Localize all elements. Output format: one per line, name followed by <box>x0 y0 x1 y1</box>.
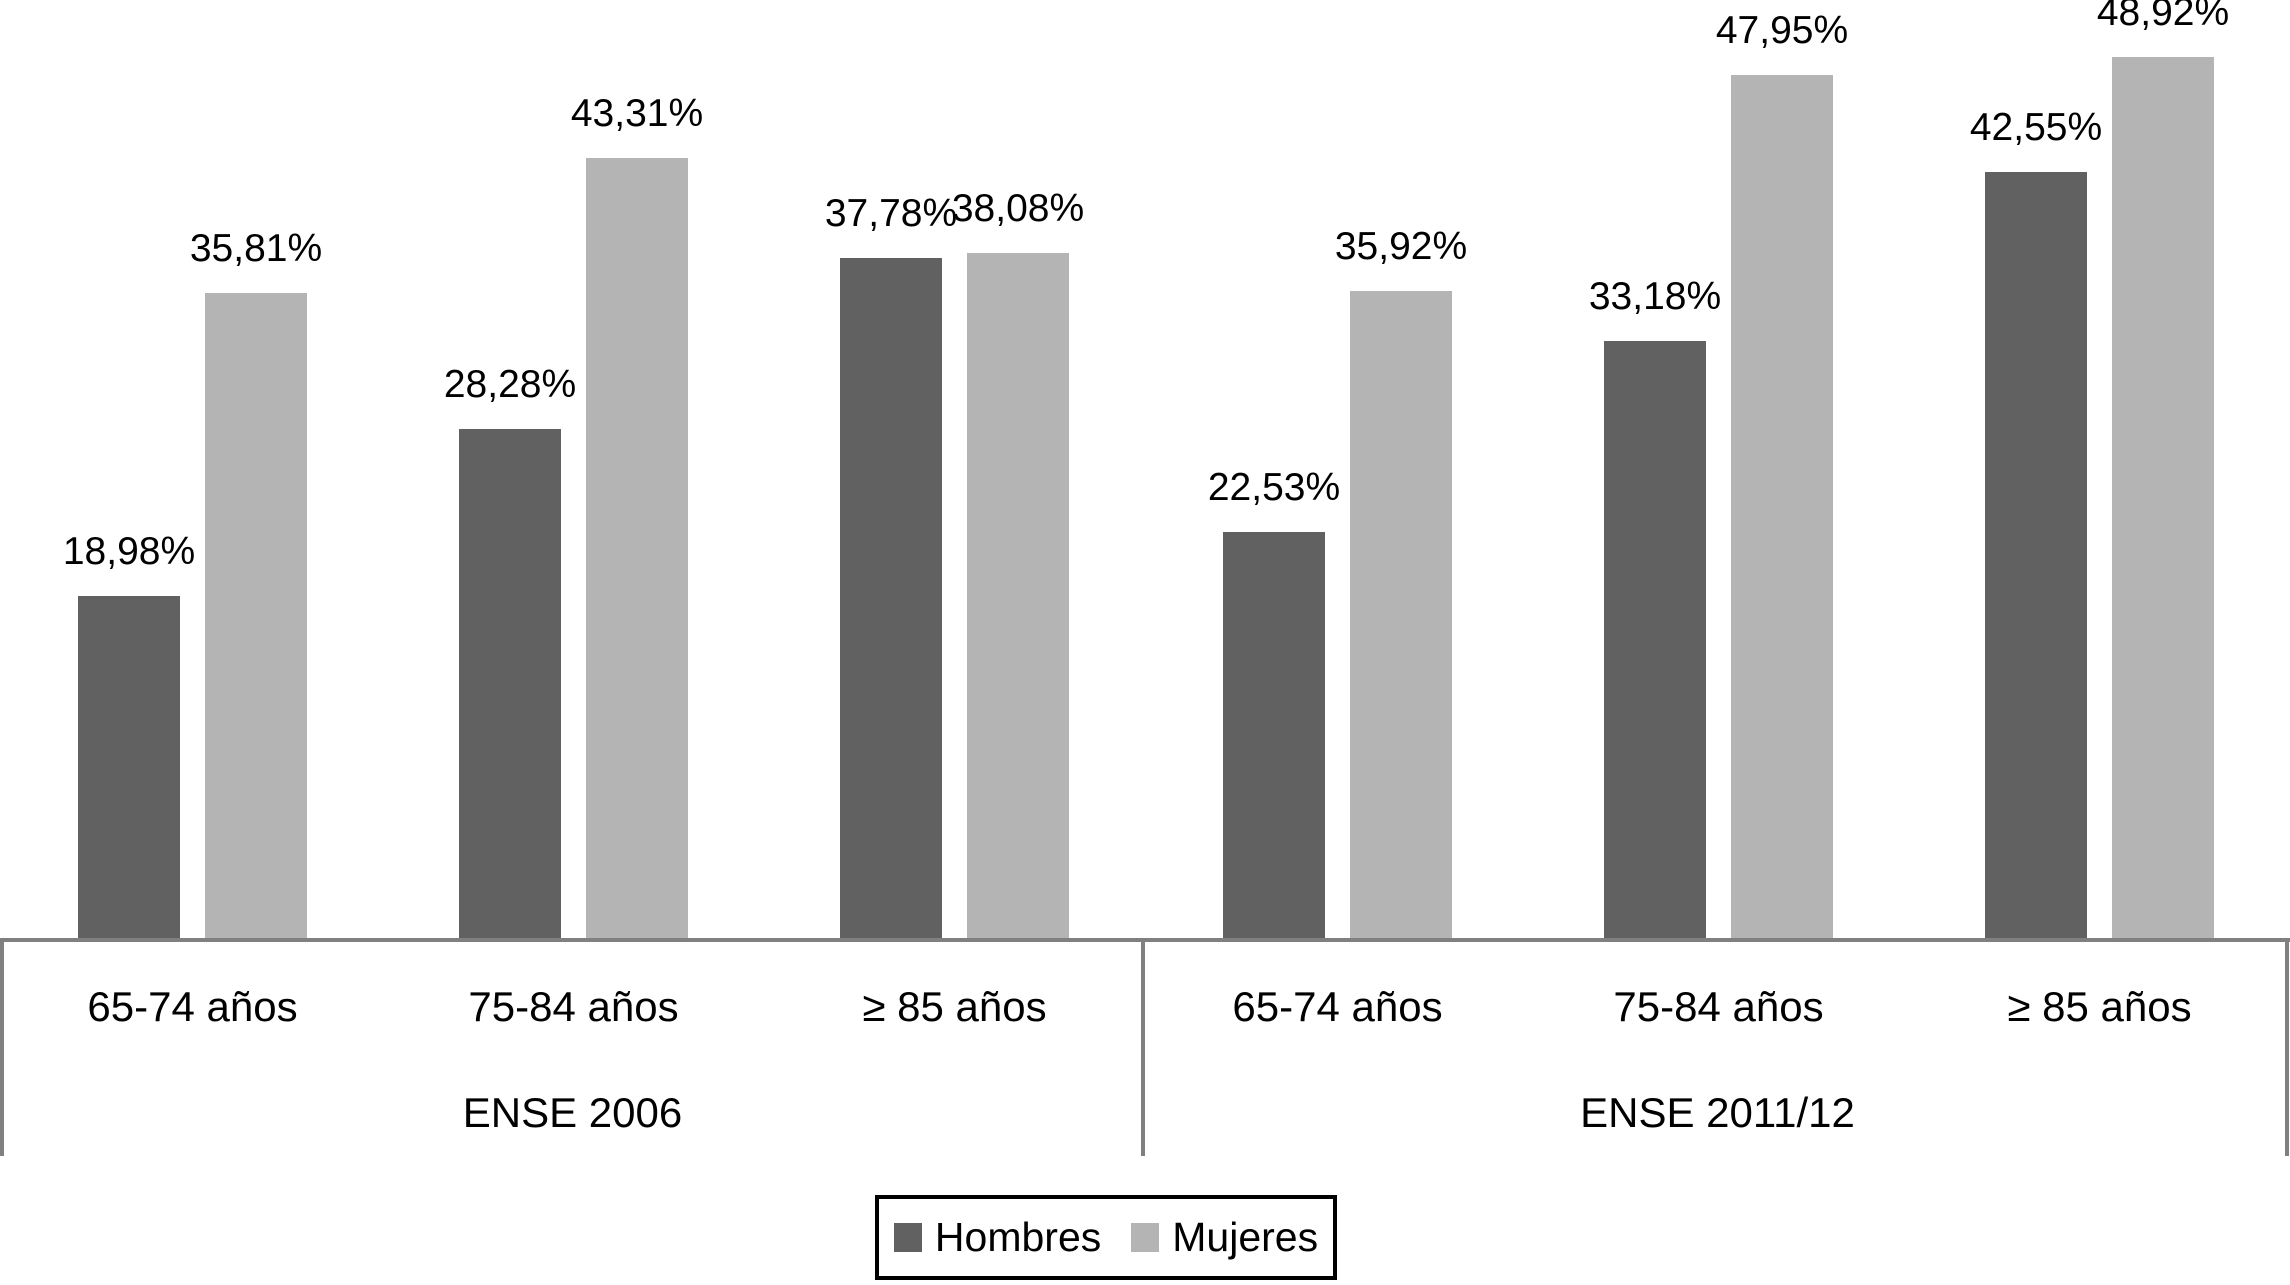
category-label: 65-74 años <box>1232 983 1443 1030</box>
category-label: 65-74 años <box>87 983 298 1030</box>
legend: Hombres Mujeres <box>875 1195 1337 1280</box>
bar-mujeres <box>1350 291 1452 938</box>
bar-value-label: 43,31% <box>570 92 704 136</box>
category-label: ≥ 85 años <box>862 983 1047 1030</box>
legend-item-hombres: Hombres <box>893 1214 1102 1260</box>
legend-label-hombres: Hombres <box>934 1214 1102 1260</box>
panel-label: ENSE 2006 <box>462 1089 683 1136</box>
bar-value-label: 42,55% <box>1969 106 2103 150</box>
legend-swatch-hombres-icon <box>893 1223 922 1252</box>
bar-value-label: 28,28% <box>443 363 577 407</box>
bar-value-label: 48,92% <box>2096 0 2230 35</box>
plot-area: 18,98% 35,81% 28,28% 43,31% 37,78% 38,08% 22,5… <box>62 0 2230 938</box>
category-axis-box: 65-74 años 75-84 años ≥ 85 años 65-74 años 7… <box>0 938 2290 1156</box>
bar-hombres <box>1604 341 1706 938</box>
bar-hombres <box>459 429 561 938</box>
bar-value-label: 22,53% <box>1207 466 1341 510</box>
bar-mujeres <box>2112 57 2214 938</box>
bar-hombres <box>1223 532 1325 938</box>
category-label: 75-84 años <box>1613 983 1824 1030</box>
bar-mujeres <box>967 253 1069 938</box>
panel-label: ENSE 2011/12 <box>1580 1089 1855 1136</box>
bar-value-label: 38,08% <box>951 187 1085 231</box>
axis-border-left <box>0 942 4 1156</box>
bar-hombres <box>1985 172 2087 938</box>
bar-value-label: 35,92% <box>1334 225 1468 269</box>
bar-hombres <box>78 596 180 938</box>
bar-value-label: 33,18% <box>1588 275 1722 319</box>
legend-label-mujeres: Mujeres <box>1172 1214 1319 1260</box>
legend-swatch-mujeres-icon <box>1131 1223 1160 1252</box>
bar-value-label: 35,81% <box>189 227 323 271</box>
bar-value-label: 18,98% <box>62 530 196 574</box>
axis-border-right <box>2285 942 2289 1156</box>
bar-hombres <box>840 258 942 938</box>
bar-value-label: 37,78% <box>824 192 958 236</box>
bar-mujeres <box>586 158 688 938</box>
bar-value-label: 47,95% <box>1715 9 1849 53</box>
panel-divider <box>1141 942 1145 1156</box>
bar-mujeres <box>205 293 307 938</box>
category-label: ≥ 85 años <box>2007 983 2192 1030</box>
bar-mujeres <box>1731 75 1833 938</box>
legend-item-mujeres: Mujeres <box>1131 1217 1318 1258</box>
category-label: 75-84 años <box>468 983 679 1030</box>
